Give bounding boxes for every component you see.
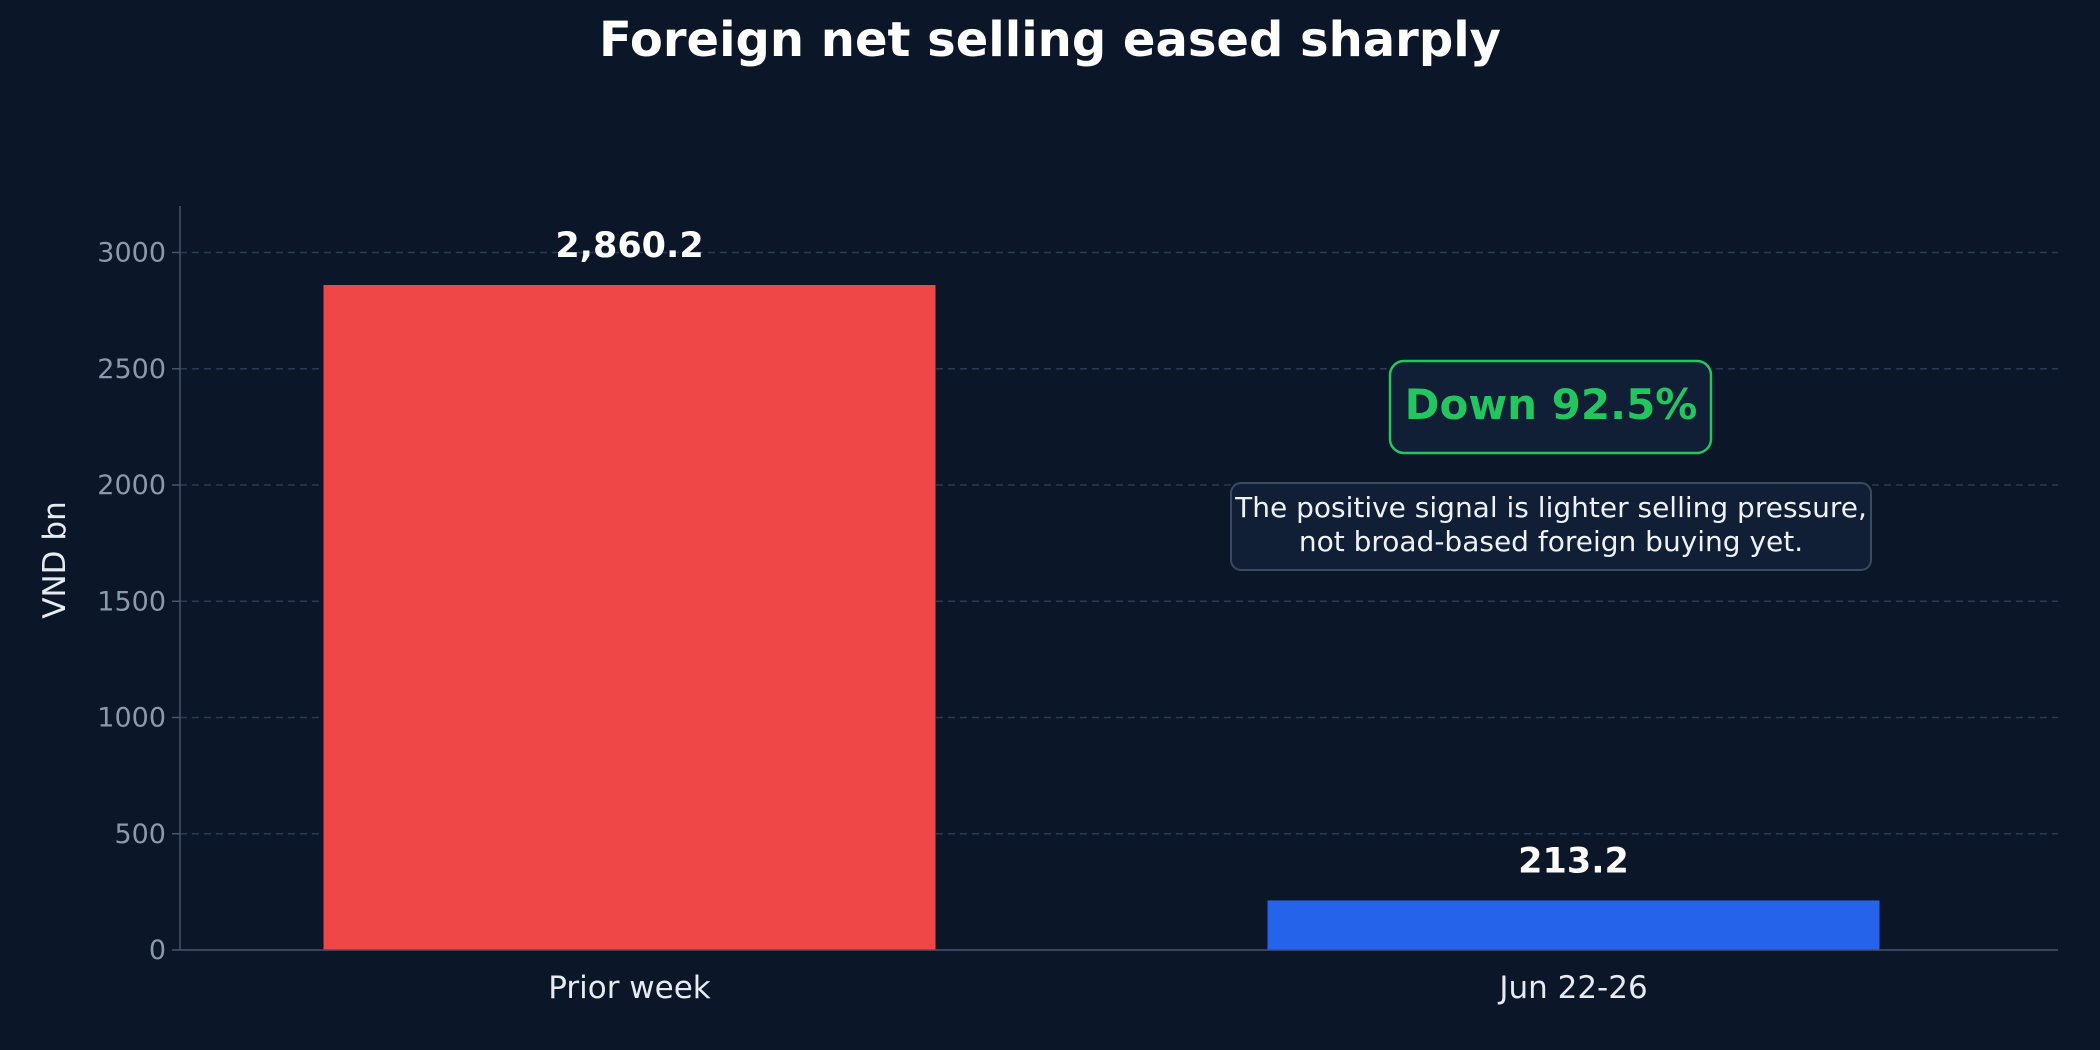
y-tick-label: 1500: [97, 586, 166, 617]
y-tick-label: 2000: [97, 470, 166, 501]
labels: 0 500 1000 1500 2000 2500 3000 2,860.2 Prior wee…: [97, 226, 1647, 1006]
change-badge-box: [1388, 359, 1713, 455]
change-badge: Down 92.5%: [1388, 359, 1713, 455]
y-tick-label: 500: [114, 819, 166, 850]
x-category-label: Jun 22-26: [1497, 970, 1647, 1006]
note-line-1: The positive signal is lighter selling p…: [1234, 491, 1867, 524]
bar-value-label: 2,860.2: [555, 226, 703, 266]
axes: [172, 206, 2058, 951]
y-tick-label: 1000: [97, 703, 166, 734]
y-tick-label: 3000: [97, 238, 166, 269]
chart-title: Foreign net selling eased sharply: [599, 12, 1501, 68]
bars: [323, 285, 1880, 950]
bar-value-label: 213.2: [1518, 841, 1629, 881]
y-tick-label: 2500: [97, 354, 166, 385]
change-badge-text: Down 92.5%: [1405, 380, 1698, 429]
x-category-label: Prior week: [548, 970, 711, 1006]
bar-2: [1267, 900, 1880, 950]
note-box: The positive signal is lighter selling p…: [1230, 482, 1872, 571]
bar-1: [323, 285, 936, 950]
note-line-2: not broad-based foreign buying yet.: [1299, 525, 1803, 558]
y-axis-title: VND bn: [37, 501, 73, 618]
y-tick-label: 0: [149, 935, 166, 966]
note-box-frame: [1230, 482, 1872, 571]
